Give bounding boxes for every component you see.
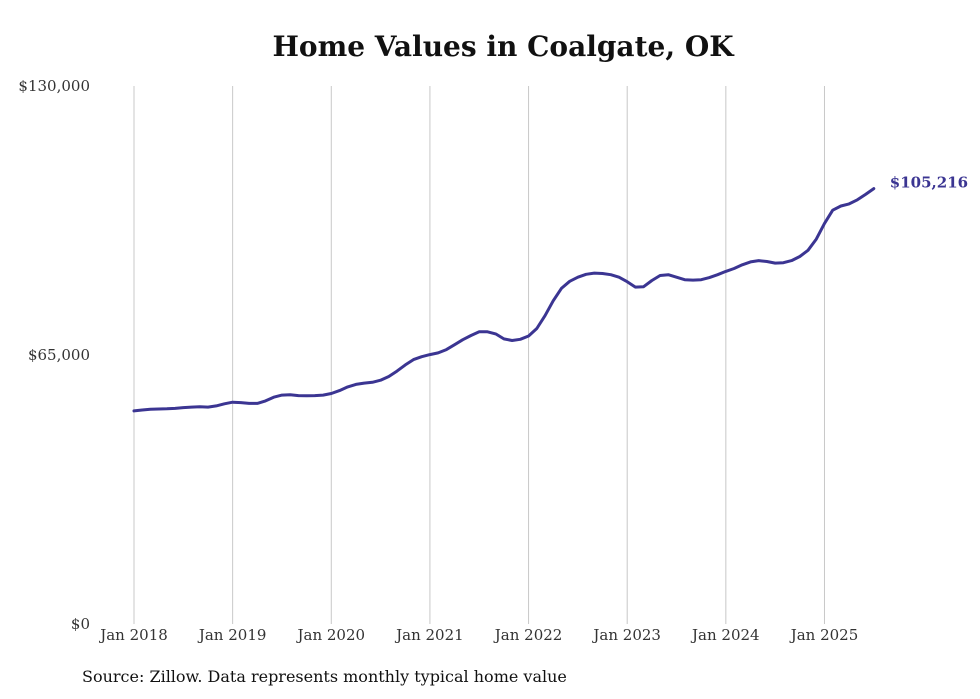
x-axis-ticks: Jan 2018 Jan 2019 Jan 2020 Jan 2021 Jan 2022…: [98, 626, 858, 644]
x-tick-label: Jan 2024: [690, 626, 760, 644]
y-tick-label: $65,000: [28, 346, 90, 364]
end-label-layer: $105,216: [890, 174, 968, 192]
x-tick-label: Jan 2018: [98, 626, 168, 644]
home-value-line: [132, 187, 876, 413]
x-tick-label: Jan 2019: [197, 626, 267, 644]
series-layer: [132, 187, 876, 413]
x-tick-label: Jan 2021: [394, 626, 464, 644]
x-tick-label: Jan 2020: [295, 626, 365, 644]
y-tick-label: $0: [71, 615, 90, 633]
chart-title: Home Values in Coalgate, OK: [272, 30, 734, 63]
y-tick-label: $130,000: [18, 77, 90, 95]
y-axis-ticks: $0 $65,000 $130,000: [18, 77, 90, 633]
x-tick-label: Jan 2025: [789, 626, 859, 644]
end-value-label: $105,216: [890, 174, 968, 192]
x-tick-label: Jan 2022: [493, 626, 563, 644]
source-note: Source: Zillow. Data represents monthly …: [82, 667, 567, 686]
x-tick-label: Jan 2023: [591, 626, 661, 644]
gridlines: [133, 86, 825, 624]
